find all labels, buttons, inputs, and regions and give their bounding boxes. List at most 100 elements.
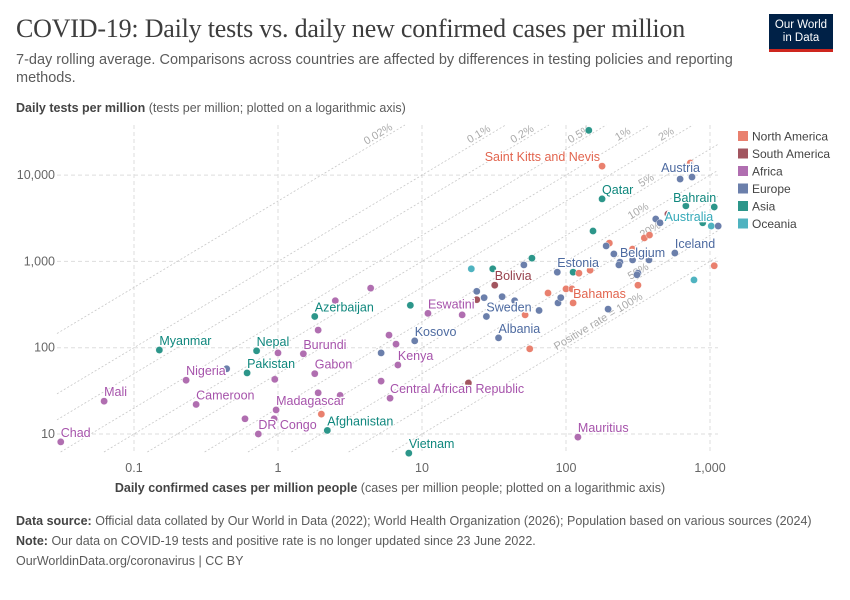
data-point-africa bbox=[56, 438, 65, 446]
legend-swatch[interactable] bbox=[738, 131, 748, 141]
data-point-asia bbox=[406, 301, 415, 310]
data-source: Data source: Official data collated by O… bbox=[16, 513, 816, 529]
chart-title: COVID-19: Daily tests vs. daily new conf… bbox=[16, 14, 686, 43]
legend-swatch[interactable] bbox=[738, 166, 748, 176]
x-tick-label: 1,000 bbox=[694, 461, 725, 475]
x-axis-title-unit: (cases per million people; plotted on a … bbox=[360, 481, 666, 495]
point-label: Kenya bbox=[398, 349, 433, 363]
note-label: Note: bbox=[16, 534, 48, 548]
data-point-europe bbox=[645, 256, 653, 264]
data-point-africa bbox=[274, 349, 282, 357]
point-label: Gabon bbox=[315, 358, 353, 372]
y-tick-label: 1,000 bbox=[24, 254, 55, 268]
data-point-africa bbox=[270, 415, 278, 423]
data-point-europe bbox=[510, 296, 519, 305]
data-point-asia bbox=[585, 126, 593, 135]
data-point-europe bbox=[222, 364, 231, 373]
data-point-europe bbox=[520, 261, 528, 269]
data-point-south-america bbox=[464, 379, 473, 387]
data-point-north-america bbox=[575, 269, 583, 277]
data-point-africa bbox=[336, 391, 344, 400]
data-point-africa bbox=[272, 406, 280, 414]
data-point-africa bbox=[270, 375, 279, 384]
data-point-asia bbox=[310, 312, 319, 321]
data-point-asia bbox=[682, 202, 690, 210]
positive-rate-label: 0.5% bbox=[566, 123, 594, 146]
legend-swatch[interactable] bbox=[738, 183, 748, 194]
legend-item[interactable]: North America bbox=[752, 130, 828, 144]
data-point-oceania bbox=[467, 265, 476, 273]
logo-line-2: in Data bbox=[782, 32, 820, 44]
data-point-europe bbox=[482, 312, 491, 321]
logo-line-1: Our World bbox=[774, 19, 828, 31]
legend-swatch[interactable] bbox=[738, 148, 748, 159]
positive-rate-label: 5% bbox=[637, 171, 657, 190]
footer: Data source: Official data collated by O… bbox=[16, 513, 816, 573]
point-label: Pakistan bbox=[247, 357, 295, 371]
legend-item[interactable]: Asia bbox=[752, 200, 776, 214]
point-label: Madagascar bbox=[276, 394, 345, 408]
data-point-africa bbox=[100, 397, 108, 405]
note: Note: Our data on COVID-19 tests and pos… bbox=[16, 533, 816, 549]
data-point-north-america bbox=[586, 266, 594, 275]
point-label: Central African Republic bbox=[390, 382, 524, 396]
owid-logo[interactable]: Our World in Data bbox=[769, 14, 833, 52]
legend-swatch[interactable] bbox=[738, 218, 748, 229]
data-point-africa bbox=[254, 430, 263, 438]
data-point-south-america bbox=[490, 281, 499, 289]
data-point-asia bbox=[155, 346, 164, 354]
data-point-africa bbox=[424, 309, 432, 318]
data-point-africa bbox=[241, 415, 249, 423]
point-label: Kosovo bbox=[415, 325, 457, 339]
data-point-asia bbox=[405, 449, 413, 457]
data-source-text: Official data collated by Our World in D… bbox=[95, 514, 812, 528]
legend-item[interactable]: Europe bbox=[752, 182, 791, 196]
data-point-europe bbox=[556, 293, 565, 302]
data-point-africa bbox=[299, 349, 308, 358]
x-tick-label: 0.1 bbox=[125, 461, 142, 475]
point-label: Iceland bbox=[675, 237, 715, 251]
data-point-africa bbox=[574, 433, 582, 441]
point-label: Austria bbox=[661, 161, 700, 175]
point-label: Bolivia bbox=[495, 269, 532, 283]
data-point-europe bbox=[615, 261, 623, 269]
legend-item[interactable]: Africa bbox=[752, 165, 783, 179]
source-url[interactable]: OurWorldinData.org/coronavirus | CC BY bbox=[16, 554, 244, 568]
data-point-africa bbox=[386, 394, 394, 402]
data-point-europe bbox=[410, 337, 419, 345]
data-point-europe bbox=[377, 349, 385, 357]
y-axis-title-unit: (tests per million; plotted on a logarit… bbox=[148, 101, 406, 115]
positive-rate-label: 0.1% bbox=[465, 123, 493, 146]
data-point-europe bbox=[535, 306, 543, 315]
x-tick-label: 100 bbox=[556, 461, 577, 475]
data-point-europe bbox=[628, 256, 637, 264]
point-label: Azerbaijan bbox=[315, 300, 374, 314]
point-label: Australia bbox=[665, 210, 714, 224]
data-point-africa bbox=[310, 369, 319, 378]
data-point-europe bbox=[671, 249, 679, 257]
point-label: Nigeria bbox=[186, 364, 226, 378]
data-point-africa bbox=[385, 331, 393, 339]
x-axis-title-bold: Daily confirmed cases per million people bbox=[114, 481, 358, 495]
point-label: Mauritius bbox=[578, 421, 629, 435]
positive-rate-line bbox=[56, 124, 506, 395]
positive-rate-label: 0.02% bbox=[362, 121, 395, 147]
data-source-label: Data source: bbox=[16, 514, 92, 528]
positive-rate-lines bbox=[56, 124, 719, 453]
legend-item[interactable]: Oceania bbox=[752, 217, 797, 231]
point-label: Albania bbox=[499, 322, 541, 336]
positive-rate-line bbox=[291, 195, 719, 453]
data-point-africa bbox=[377, 377, 385, 385]
data-point-south-america bbox=[472, 295, 481, 304]
data-point-north-america bbox=[628, 245, 637, 253]
data-point-north-america bbox=[645, 231, 654, 239]
data-point-north-america bbox=[569, 299, 577, 307]
data-point-europe bbox=[472, 287, 481, 296]
data-point-europe bbox=[602, 242, 610, 250]
point-label: Saint Kitts and Nevis bbox=[485, 150, 600, 164]
data-point-africa bbox=[331, 296, 340, 305]
legend-item[interactable]: South America bbox=[752, 147, 830, 161]
data-point-south-america bbox=[664, 210, 672, 218]
positive-rate-line bbox=[247, 169, 719, 453]
legend-swatch[interactable] bbox=[738, 201, 748, 211]
